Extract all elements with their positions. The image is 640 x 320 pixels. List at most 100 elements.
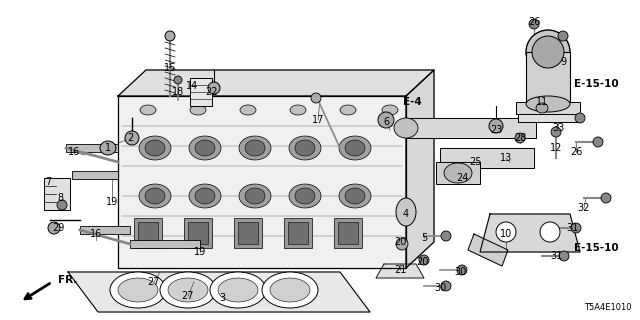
Ellipse shape [382,105,398,115]
Text: 14: 14 [186,81,198,91]
Ellipse shape [396,238,408,250]
Text: 30: 30 [454,267,466,277]
Polygon shape [406,70,434,268]
Text: 18: 18 [172,87,184,97]
Ellipse shape [394,118,418,138]
Text: 29: 29 [52,223,64,233]
Polygon shape [376,264,424,278]
Text: 2: 2 [127,133,133,143]
Polygon shape [118,70,434,96]
Text: 26: 26 [570,147,582,157]
Ellipse shape [139,136,171,160]
Bar [44,178,70,210]
Ellipse shape [419,255,429,265]
Bar [406,118,536,138]
Ellipse shape [551,127,561,137]
Bar [190,78,212,106]
Text: 25: 25 [470,157,483,167]
Ellipse shape [48,222,60,234]
Bar [436,162,480,184]
Ellipse shape [270,278,310,302]
Bar [134,218,162,248]
Text: 17: 17 [312,115,324,125]
Ellipse shape [571,223,581,233]
Text: 3: 3 [219,293,225,303]
Ellipse shape [239,136,271,160]
Ellipse shape [457,265,467,275]
Ellipse shape [444,163,472,183]
Ellipse shape [575,113,585,123]
Polygon shape [118,96,406,268]
Ellipse shape [593,137,603,147]
Ellipse shape [210,272,266,308]
Ellipse shape [140,105,156,115]
Ellipse shape [57,200,67,210]
Polygon shape [480,214,580,252]
Ellipse shape [529,19,539,29]
Bar [338,222,358,244]
Text: 16: 16 [90,229,102,239]
Polygon shape [440,148,534,168]
Ellipse shape [165,31,175,41]
Text: 12: 12 [550,143,562,153]
Ellipse shape [601,193,611,203]
Text: 31: 31 [566,223,578,233]
Ellipse shape [195,188,215,204]
Ellipse shape [139,184,171,208]
Text: 33: 33 [552,123,564,133]
Bar [130,240,200,248]
Ellipse shape [262,272,318,308]
Text: 27: 27 [182,291,195,301]
Text: 20: 20 [394,237,406,247]
Text: 11: 11 [536,97,548,107]
Ellipse shape [489,119,503,133]
Ellipse shape [189,184,221,208]
Ellipse shape [540,222,560,242]
Ellipse shape [345,140,365,156]
Text: 6: 6 [383,117,389,127]
Ellipse shape [441,231,451,241]
Text: 1: 1 [105,143,111,153]
Ellipse shape [289,184,321,208]
Ellipse shape [239,184,271,208]
Ellipse shape [190,105,206,115]
Text: 22: 22 [205,87,218,97]
Bar [526,52,570,104]
Ellipse shape [145,188,165,204]
Text: FR.: FR. [58,275,77,285]
Text: 26: 26 [528,17,540,27]
Bar [138,222,158,244]
Ellipse shape [195,140,215,156]
Text: 8: 8 [57,193,63,203]
Text: 4: 4 [403,209,409,219]
Text: 9: 9 [560,57,566,67]
Text: 10: 10 [500,229,512,239]
Text: T5A4E1010: T5A4E1010 [584,303,632,312]
Polygon shape [68,272,370,312]
Bar [334,218,362,248]
Ellipse shape [290,105,306,115]
Ellipse shape [496,222,516,242]
Text: 21: 21 [394,265,406,275]
Text: 13: 13 [500,153,512,163]
Text: 31: 31 [550,251,562,261]
Bar [288,222,308,244]
Bar [516,102,580,114]
Ellipse shape [558,31,568,41]
Ellipse shape [311,93,321,103]
Bar [80,226,130,234]
Text: 20: 20 [416,257,428,267]
Text: 30: 30 [434,283,446,293]
Ellipse shape [526,30,570,74]
Ellipse shape [526,96,570,112]
Ellipse shape [289,136,321,160]
Ellipse shape [396,198,416,226]
Bar [284,218,312,248]
Ellipse shape [160,272,216,308]
Ellipse shape [110,272,166,308]
Text: 32: 32 [578,203,590,213]
Ellipse shape [125,131,139,145]
Ellipse shape [208,82,220,94]
Ellipse shape [245,188,265,204]
Text: E-15-10: E-15-10 [573,79,618,89]
